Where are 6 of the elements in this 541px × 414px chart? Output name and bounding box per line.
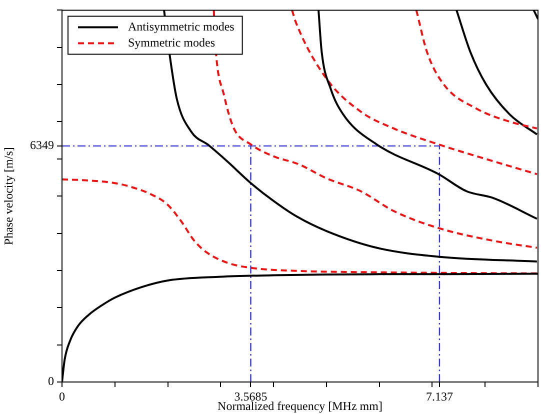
legend-label: Symmetric modes [128,35,216,50]
x-tick-label: 0 [59,389,65,404]
y-axis-title: Phase velocity [m/s] [1,147,16,246]
legend-label: Antisymmetric modes [128,19,235,34]
x-tick-label: 7.137 [426,389,453,404]
y-tick-label: 6349 [30,138,54,152]
